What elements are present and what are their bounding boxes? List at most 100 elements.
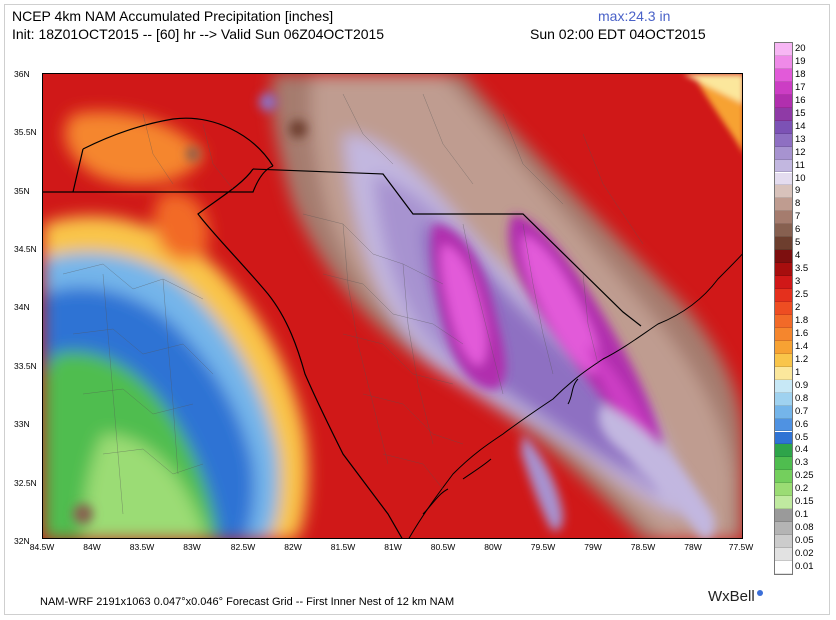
lon-tick-82-5: 82.5W bbox=[230, 542, 256, 552]
colorbar-label: 19 bbox=[795, 55, 806, 67]
colorbar-label: 0.15 bbox=[795, 496, 814, 508]
colorbar-swatch bbox=[775, 55, 792, 69]
colorbar-label: 18 bbox=[795, 68, 806, 80]
colorbar bbox=[774, 42, 793, 575]
colorbar-swatch bbox=[775, 276, 792, 290]
colorbar-label: 3 bbox=[795, 276, 801, 288]
colorbar-label: 1.6 bbox=[795, 327, 809, 339]
colorbar-label: 9 bbox=[795, 185, 801, 197]
colorbar-label: 0.05 bbox=[795, 535, 814, 547]
colorbar-swatch bbox=[775, 496, 792, 510]
lat-tick-35-5: 35.5N bbox=[14, 127, 37, 137]
colorbar-label: 1.4 bbox=[795, 340, 809, 352]
state-borders bbox=[43, 117, 642, 538]
max-value-label: max:24.3 in bbox=[598, 8, 671, 24]
lat-tick-34: 34N bbox=[14, 302, 30, 312]
colorbar-label: 1.2 bbox=[795, 353, 809, 365]
colorbar-swatch bbox=[775, 483, 792, 497]
colorbar-swatch bbox=[775, 43, 792, 56]
colorbar-label: 0.9 bbox=[795, 379, 809, 391]
colorbar-label: 4 bbox=[795, 250, 801, 262]
colorbar-label: 0.02 bbox=[795, 548, 814, 560]
colorbar-label: 0.01 bbox=[795, 561, 814, 572]
lon-tick-84: 84W bbox=[83, 542, 101, 552]
precipitation-map bbox=[42, 73, 743, 539]
colorbar-swatch bbox=[775, 211, 792, 225]
colorbar-swatch bbox=[775, 302, 792, 315]
colorbar-swatch bbox=[775, 444, 792, 458]
colorbar-swatch bbox=[775, 366, 792, 380]
colorbar-swatch bbox=[775, 457, 792, 471]
colorbar-label: 10 bbox=[795, 172, 806, 184]
colorbar-swatch bbox=[775, 133, 792, 147]
colorbar-swatch bbox=[775, 289, 792, 302]
lon-tick-83: 83W bbox=[183, 542, 201, 552]
colorbar-swatch bbox=[775, 327, 792, 341]
colorbar-swatch bbox=[775, 107, 792, 121]
lon-tick-77-5: 77.5W bbox=[728, 542, 754, 552]
lon-tick-78: 78W bbox=[684, 542, 702, 552]
colorbar-swatch bbox=[775, 120, 792, 134]
colorbar-swatch bbox=[775, 522, 792, 536]
colorbar-label: 11 bbox=[795, 159, 805, 171]
precip-core-layer bbox=[73, 93, 715, 538]
colorbar-label: 0.7 bbox=[795, 405, 809, 417]
colorbar-swatch bbox=[775, 509, 792, 523]
colorbar-label: 15 bbox=[795, 107, 806, 119]
colorbar-swatch bbox=[775, 314, 792, 328]
colorbar-swatch bbox=[775, 146, 792, 160]
colorbar-label: 20 bbox=[795, 43, 806, 54]
colorbar-label: 8 bbox=[795, 198, 801, 210]
colorbar-label: 7 bbox=[795, 211, 801, 223]
colorbar-swatch bbox=[775, 159, 792, 173]
colorbar-swatch bbox=[775, 250, 792, 264]
colorbar-label: 12 bbox=[795, 146, 806, 158]
county-lines bbox=[62, 93, 644, 515]
valid-local-time: Sun 02:00 EDT 04OCT2015 bbox=[530, 26, 706, 42]
lon-tick-79: 79W bbox=[584, 542, 602, 552]
lon-tick-83-5: 83.5W bbox=[129, 542, 155, 552]
lon-tick-80: 80W bbox=[484, 542, 502, 552]
lon-tick-84-5: 84.5W bbox=[29, 542, 55, 552]
colorbar-label: 0.08 bbox=[795, 522, 814, 534]
colorbar-label: 0.3 bbox=[795, 457, 809, 469]
colorbar-label: 3.5 bbox=[795, 263, 809, 275]
init-valid-line: Init: 18Z01OCT2015 -- [60] hr --> Valid … bbox=[12, 26, 385, 42]
colorbar-label: 2 bbox=[795, 302, 801, 313]
lat-tick-32-5: 32.5N bbox=[14, 478, 37, 488]
precip-field bbox=[43, 74, 742, 538]
colorbar-label: 2.5 bbox=[795, 289, 809, 301]
wxbell-logo: WxBell bbox=[708, 588, 763, 605]
colorbar-swatch bbox=[775, 198, 792, 212]
lon-tick-79-5: 79.5W bbox=[530, 542, 556, 552]
colorbar-swatch bbox=[775, 68, 792, 82]
colorbar-label: 16 bbox=[795, 94, 806, 106]
colorbar-swatch bbox=[775, 470, 792, 484]
colorbar-swatch bbox=[775, 185, 792, 199]
colorbar-swatch bbox=[775, 379, 792, 393]
colorbar-label: 0.25 bbox=[795, 470, 814, 482]
colorbar-swatch bbox=[775, 81, 792, 95]
brand-text: WxBell bbox=[708, 588, 755, 605]
colorbar-swatch bbox=[775, 561, 792, 574]
colorbar-label: 17 bbox=[795, 81, 806, 93]
precip-detail-layer bbox=[683, 74, 742, 151]
colorbar-label: 1.8 bbox=[795, 314, 809, 326]
lon-tick-80-5: 80.5W bbox=[430, 542, 456, 552]
footer-grid-info: NAM-WRF 2191x1063 0.047°x0.046° Forecast… bbox=[40, 596, 455, 608]
lat-tick-33-5: 33.5N bbox=[14, 361, 37, 371]
colorbar-swatch bbox=[775, 418, 792, 432]
colorbar-swatch bbox=[775, 172, 792, 186]
colorbar-label: 0.1 bbox=[795, 509, 809, 521]
brand-dot-icon bbox=[756, 590, 763, 596]
lat-tick-35: 35N bbox=[14, 186, 30, 196]
colorbar-label: 6 bbox=[795, 224, 801, 236]
lon-tick-78-5: 78.5W bbox=[630, 542, 656, 552]
coastline bbox=[408, 253, 742, 538]
colorbar-label: 14 bbox=[795, 120, 806, 132]
map-title: NCEP 4km NAM Accumulated Precipitation [… bbox=[12, 8, 334, 24]
lat-tick-34-5: 34.5N bbox=[14, 244, 37, 254]
lon-tick-82: 82W bbox=[284, 542, 302, 552]
colorbar-label: 13 bbox=[795, 133, 806, 145]
colorbar-swatch bbox=[775, 535, 792, 549]
